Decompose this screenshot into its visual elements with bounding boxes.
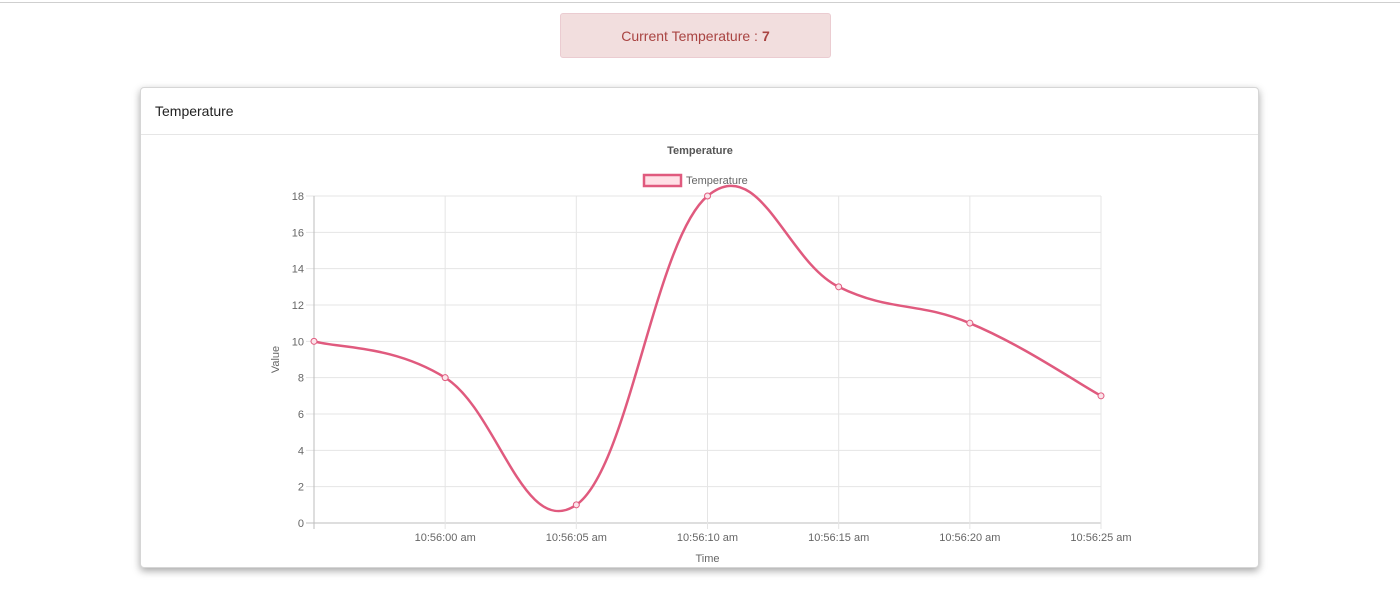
legend-swatch	[642, 173, 683, 188]
card-header: Temperature	[141, 88, 1258, 135]
y-tick-label: 16	[292, 227, 304, 239]
legend-label: Temperature	[686, 175, 748, 187]
temperature-chart: Temperature Temperature 0 2 4 6 8 10 12 14 16 18 10:…	[270, 145, 1132, 565]
current-temperature-alert: Current Temperature : 7	[560, 13, 831, 58]
data-point	[441, 374, 449, 382]
y-tick-label: 8	[298, 373, 304, 385]
x-tick-label: 10:56:20 am	[939, 532, 1000, 544]
x-tick-label: 10:56:10 am	[677, 532, 738, 544]
current-temperature-value: 7	[761, 27, 770, 44]
x-tick-label: 10:56:05 am	[546, 532, 607, 544]
x-tick-label: 10:56:00 am	[415, 532, 476, 544]
data-point	[1097, 392, 1105, 400]
y-tick-label: 0	[298, 518, 304, 530]
data-point	[310, 337, 318, 345]
chart-title: Temperature	[667, 145, 733, 157]
x-tick-label: 10:56:25 am	[1070, 532, 1131, 544]
current-temperature-label: Current Temperature :	[621, 27, 758, 44]
data-point	[966, 319, 974, 327]
y-tick-label: 12	[292, 300, 304, 312]
top-divider	[0, 2, 1400, 3]
y-tick-label: 10	[292, 336, 304, 348]
data-point	[704, 192, 711, 200]
card-title: Temperature	[155, 103, 234, 119]
y-axis-title: Value	[270, 346, 282, 373]
data-point	[572, 501, 580, 509]
temperature-card: Temperature Temperature Temperature 0 2 4 6 8 1…	[140, 87, 1259, 568]
y-tick-label: 4	[298, 445, 304, 457]
y-tick-label: 18	[292, 191, 304, 203]
y-tick-label: 6	[298, 409, 304, 421]
y-tick-label: 14	[292, 264, 304, 276]
data-point	[835, 283, 843, 291]
series-line-temperature	[313, 184, 1102, 513]
x-tick-label: 10:56:15 am	[808, 532, 869, 544]
x-axis-title: Time	[695, 553, 719, 565]
y-tick-label: 2	[298, 482, 304, 494]
